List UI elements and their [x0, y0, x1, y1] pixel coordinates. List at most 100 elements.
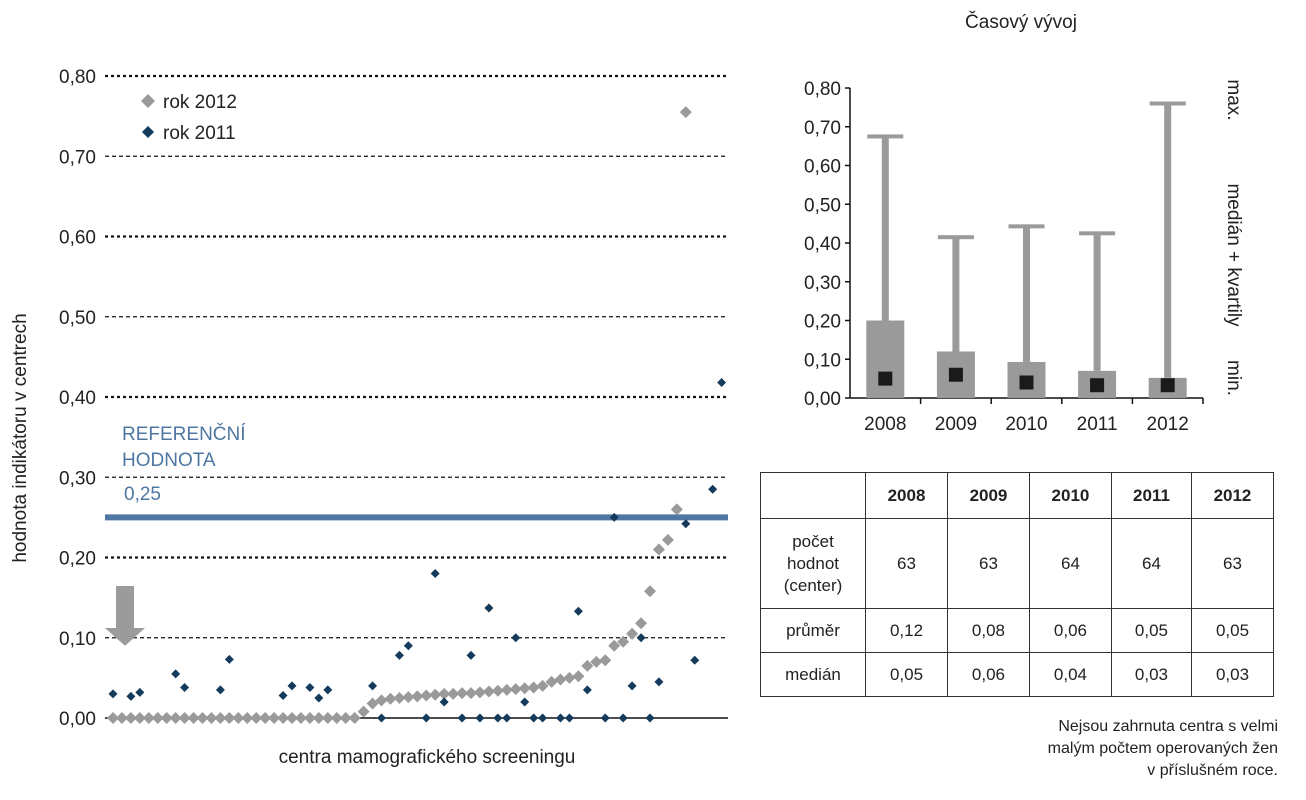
scatter-point-2012: [473, 686, 486, 699]
down-arrow-shape: [105, 586, 145, 646]
scatter-point-2012: [303, 712, 316, 724]
scatter-y-tick-label: 0,70: [59, 147, 96, 168]
scatter-point-2012: [545, 675, 558, 688]
scatter-y-tick-label: 0,40: [59, 388, 96, 409]
table-header-cell: 2010: [1028, 472, 1112, 519]
scatter-point-2012: [142, 712, 155, 724]
scatter-point-2012: [438, 687, 451, 700]
scatter-y-tick-label: 0,60: [59, 228, 96, 249]
scatter-point-2012: [500, 683, 513, 696]
scatter-point-2011: [582, 685, 592, 695]
box-x-tick-label: 2011: [1077, 414, 1118, 435]
scatter-point-2012: [527, 681, 540, 694]
scatter-y-tick-label: 0,50: [59, 308, 96, 329]
scatter-point-2012: [572, 670, 585, 683]
scatter-point-2011: [314, 693, 324, 703]
scatter-point-2012: [178, 712, 191, 724]
table-header-cell: 2008: [865, 472, 948, 519]
box-median-marker: [878, 371, 893, 386]
table-header-cell: 2011: [1110, 472, 1192, 519]
scatter-point-2011: [627, 681, 637, 691]
box-y-tick-label: 0,50: [804, 195, 841, 216]
table-header-empty: [760, 472, 866, 519]
scatter-legend: rok 2012 rok 2011: [141, 92, 237, 144]
box-y-tick-label: 0,10: [804, 350, 841, 371]
scatter-point-2012: [286, 712, 298, 724]
table-header-cell: 2012: [1190, 472, 1275, 519]
scatter-point-2012: [259, 712, 272, 724]
scatter-point-2011: [439, 697, 449, 707]
table-row: medián 0,05 0,06 0,04 0,03 0,03: [760, 652, 1275, 697]
scatter-point-2012: [169, 712, 182, 724]
box-median-marker: [948, 367, 963, 382]
scatter-point-2012: [268, 712, 281, 724]
scatter-point-2012: [124, 712, 137, 724]
table-cell: 0,05: [1190, 608, 1275, 653]
box-y-tick-label: 0,00: [804, 389, 841, 410]
scatter-point-2011: [475, 713, 485, 723]
box-median-marker: [1019, 375, 1034, 390]
scatter-y-tick-label: 0,30: [59, 468, 96, 489]
scatter-point-2012: [635, 617, 648, 630]
scatter-point-2011: [215, 685, 225, 695]
scatter-point-2012: [670, 503, 683, 516]
scatter-point-2012: [366, 697, 379, 710]
reference-label-line-1: REFERENČNÍ: [122, 423, 246, 445]
scatter-point-2012: [250, 712, 263, 724]
scatter-point-2011: [645, 713, 655, 723]
box-x-tick-label: 2009: [935, 414, 977, 435]
table-row: průměr 0,12 0,08 0,06 0,05 0,05: [760, 608, 1275, 653]
scatter-y-tick-label: 0,20: [59, 549, 96, 570]
right-label-min: min.: [1223, 360, 1244, 396]
scatter-point-2011: [600, 713, 610, 723]
box-x-tick-label: 2010: [1005, 414, 1047, 435]
scatter-point-2012: [581, 659, 594, 672]
reference-label-line-2: HODNOTA: [122, 450, 216, 471]
scatter-point-2011: [323, 685, 333, 695]
scatter-point-2012: [491, 684, 504, 697]
table-cell: 0,03: [1190, 652, 1275, 697]
scatter-point-2011: [556, 713, 565, 723]
scatter-point-2012: [384, 692, 397, 705]
scatter-point-2012: [644, 585, 656, 598]
scatter-point-2012: [652, 543, 665, 556]
scatter-point-2011: [171, 669, 181, 679]
box-y-tick-label: 0,30: [804, 273, 841, 294]
table-cell: 0,05: [865, 652, 948, 697]
scatter-point-2011: [708, 484, 718, 494]
scatter-point-2011: [502, 713, 512, 723]
scatter-point-2012: [312, 712, 325, 724]
scatter-point-2012: [393, 691, 406, 704]
scatter-point-2012: [679, 106, 692, 119]
box-y-tick-label: 0,20: [804, 312, 841, 333]
box-y-tick-labels: 0,00 0,10 0,20 0,30 0,40 0,50 0,60 0,70 0,80: [804, 79, 841, 410]
box-whisker: [1164, 103, 1172, 378]
scatter-point-2012: [599, 654, 612, 667]
scatter-point-2011: [403, 641, 413, 651]
scatter-point-2011: [466, 650, 476, 660]
scatter-point-2012: [608, 639, 621, 652]
box-whisker-cap: [867, 134, 904, 139]
table-cell: 0,06: [946, 652, 1030, 697]
legend-label-2011: rok 2011: [163, 123, 236, 144]
reference-value-label: 0,25: [124, 484, 161, 505]
table-cell: 0,08: [946, 608, 1030, 653]
summary-table: 2008 2009 2010 2011 2012 počet hodnot (c…: [760, 472, 1275, 697]
scatter-point-2012: [205, 712, 218, 724]
right-label-max: max.: [1223, 79, 1244, 120]
box-x-tick-label: 2008: [864, 414, 906, 435]
scatter-point-2011: [368, 681, 378, 691]
table-cell: 0,05: [1110, 608, 1192, 653]
table-row-label: průměr: [760, 608, 866, 653]
scatter-point-2012: [277, 712, 290, 724]
table-header-cell: 2009: [946, 472, 1030, 519]
box-chart-title: Časový vývoj: [965, 11, 1077, 33]
scatter-point-2012: [456, 687, 469, 700]
box-median-marker: [1090, 378, 1105, 393]
scatter-point-2011: [394, 650, 404, 660]
box-x-tick-label: 2012: [1147, 414, 1189, 435]
arrow-marker: [105, 586, 145, 646]
scatter-point-2012: [554, 673, 567, 686]
box-x-tick-labels: 2008 2009 2010 2011 2012: [864, 414, 1189, 435]
scatter-point-2012: [294, 712, 307, 724]
